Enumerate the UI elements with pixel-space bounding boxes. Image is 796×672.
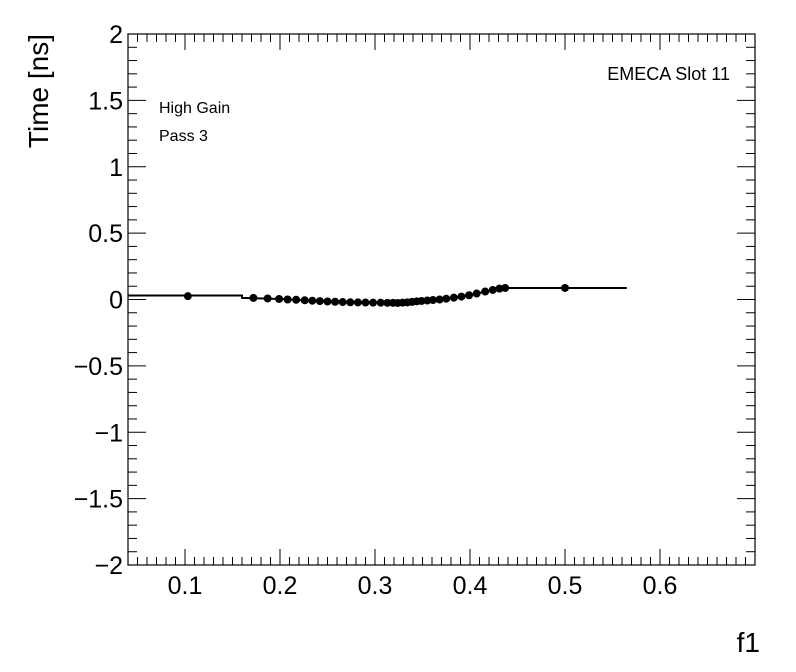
- x-tick-label: 0.2: [263, 572, 298, 600]
- data-point: [292, 295, 301, 304]
- data-point: [449, 293, 458, 302]
- y-tick-label: 0: [109, 287, 123, 315]
- data-point: [481, 287, 490, 296]
- data-point: [346, 298, 355, 307]
- data-point: [300, 296, 309, 305]
- data-point: [283, 295, 292, 304]
- data-point: [353, 298, 362, 307]
- x-tick-label: 0.3: [358, 572, 393, 600]
- data-point: [263, 294, 272, 303]
- data-point: [331, 297, 340, 306]
- data-point: [315, 297, 324, 306]
- data-point: [465, 291, 474, 300]
- data-point: [561, 283, 569, 292]
- data-point: [488, 285, 497, 294]
- x-axis-title: f1: [737, 627, 760, 658]
- pass-annotation: Pass 3: [159, 128, 208, 145]
- data-point: [428, 296, 437, 305]
- data-point: [472, 289, 481, 298]
- y-tick-label: 1: [109, 154, 123, 182]
- data-point: [435, 295, 444, 304]
- gain-annotation: High Gain: [159, 100, 230, 117]
- x-tick-label: 0.5: [548, 572, 583, 600]
- data-point: [457, 292, 466, 301]
- y-tick-label: −0.5: [74, 353, 123, 381]
- y-tick-label: −1.5: [74, 486, 123, 514]
- y-tick-label: 2: [109, 21, 123, 49]
- data-point: [275, 294, 284, 303]
- data-point: [501, 283, 510, 292]
- y-tick-label: 1.5: [88, 87, 123, 115]
- x-tick-labels: 0.1 0.2 0.3 0.4 0.5 0.6: [168, 572, 678, 600]
- tick-marks: [127, 33, 756, 566]
- data-point: [442, 294, 451, 303]
- data-point: [249, 293, 258, 302]
- x-tick-label: 0.1: [168, 572, 203, 600]
- y-tick-label: −1: [94, 419, 123, 447]
- data-points: [183, 283, 569, 307]
- data-point: [338, 298, 347, 307]
- data-point: [376, 298, 385, 307]
- data-point: [308, 296, 317, 305]
- data-point: [323, 297, 332, 306]
- data-point: [383, 298, 392, 307]
- data-point: [183, 292, 192, 301]
- y-tick-labels: −2 −1.5 −1 −0.5 0 0.5 1 1.5 2: [74, 21, 123, 580]
- y-axis-title: Time [ns]: [23, 34, 54, 148]
- x-tick-label: 0.4: [453, 572, 488, 600]
- data-point: [361, 298, 370, 307]
- y-tick-label: −2: [94, 552, 123, 580]
- y-tick-label: 0.5: [88, 220, 123, 248]
- data-point: [369, 298, 378, 307]
- data-point: [417, 296, 426, 305]
- slot-annotation: EMECA Slot 11: [607, 64, 730, 84]
- x-tick-label: 0.6: [643, 572, 678, 600]
